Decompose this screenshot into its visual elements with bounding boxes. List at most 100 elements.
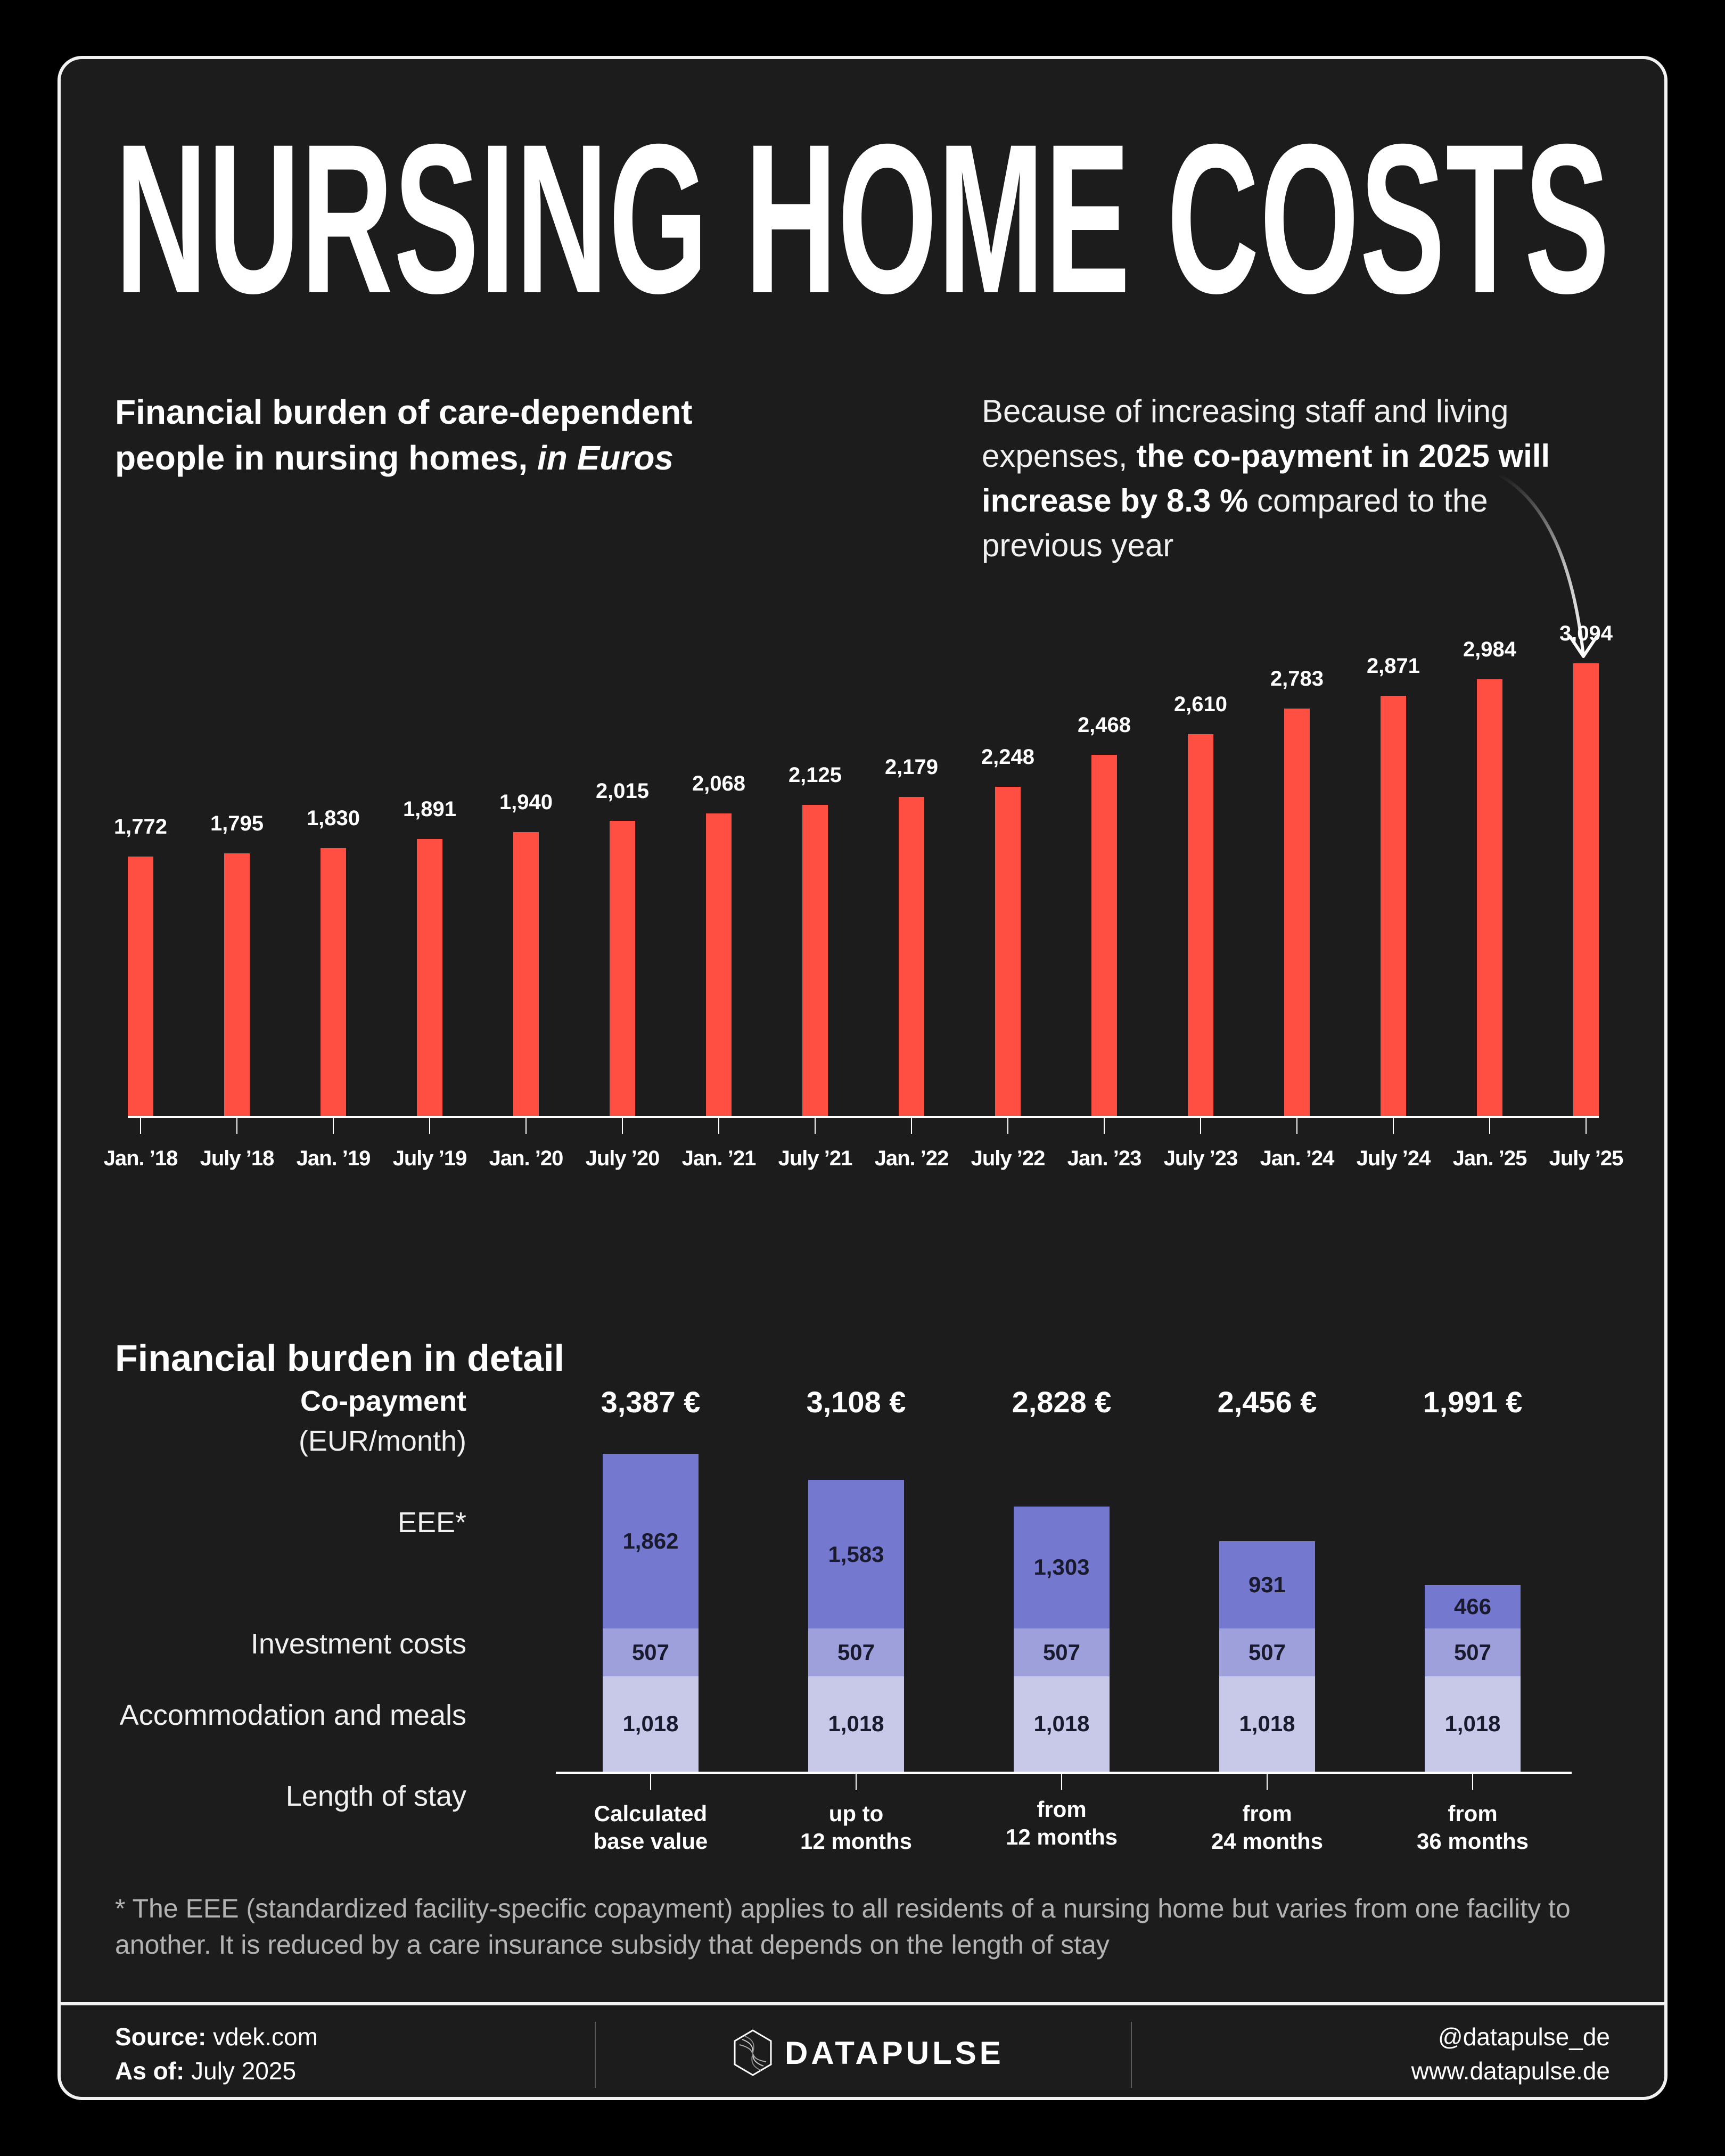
chart-bar [128,857,153,1116]
segment-eee: 1,583 [808,1480,904,1629]
segment-eee: 931 [1219,1541,1315,1629]
stay-line1: up to [828,1801,884,1826]
bar-value-label: 2,468 [1077,713,1131,737]
x-axis-tick [1393,1118,1394,1134]
stay-line2: 36 months [1416,1829,1529,1854]
subtitle-line1: Financial burden of care-dependent [115,393,693,431]
footer-divider [61,2002,1664,2005]
x-axis-label: July ’19 [392,1147,467,1170]
length-of-stay-label: from 24 months [1182,1800,1352,1855]
annotation-part1: Because of increasing staff and living e… [982,393,1509,474]
x-axis-tick [333,1118,334,1134]
segment-accommodation: 1,018 [808,1676,904,1772]
hexagon-swirl-logo-icon [734,2029,772,2076]
segment-eee: 1,862 [603,1454,699,1629]
stay-line2: base value [593,1829,708,1854]
length-of-stay-label: from 36 months [1387,1800,1558,1855]
infographic-card: NURSING HOME COSTS Financial burden of c… [58,56,1668,2100]
footer-divider-left [595,2022,596,2088]
stay-axis-tick [1472,1774,1473,1790]
detail-heading: Financial burden in detail [115,1337,564,1379]
bar-value-label: 1,772 [113,815,168,839]
x-axis-label: July ’21 [778,1147,853,1170]
bar-value-label: 2,068 [692,771,746,795]
segment-accommodation: 1,018 [603,1676,699,1772]
website-link[interactable]: www.datapulse.de [1411,2057,1610,2085]
x-axis-tick [911,1118,912,1134]
x-axis-tick [718,1118,719,1134]
x-axis-label: Jan. ’19 [296,1147,371,1170]
x-axis-label: Jan. ’25 [1452,1147,1527,1170]
chart-bar [802,805,828,1116]
column-total: 3,387 € [601,1385,701,1419]
source-label: Source: [115,2023,207,2051]
chart-bar [706,813,732,1116]
chart-bar [995,787,1021,1116]
chart-bar [1091,754,1117,1116]
x-axis-label: Jan. ’22 [874,1147,949,1170]
annotation-part2: compared to the previous year [982,483,1488,563]
stay-axis-tick [1061,1774,1062,1790]
chart-bar [321,848,346,1116]
chart-bar [1188,734,1213,1116]
stay-line2: 24 months [1211,1829,1324,1854]
segment-accommodation: 1,018 [1219,1676,1315,1772]
brand-name: DATAPULSE [785,2035,1004,2071]
bar-value-label: 2,248 [981,745,1035,769]
chart-bar [899,797,924,1116]
stay-axis-tick [1267,1774,1268,1790]
row-label-length-of-stay: Length of stay [285,1780,466,1812]
x-axis-tick [429,1118,430,1134]
bar-chart: 1,772 Jan. ’18 1,795 July ’18 1,830 Jan. ’19 1… [61,59,1664,1283]
x-axis-tick [525,1118,527,1134]
row-label-investment: Investment costs [250,1628,466,1660]
x-axis-label: July ’20 [585,1147,660,1170]
chart-bar [1477,679,1502,1116]
x-axis-label: Jan. ’21 [681,1147,757,1170]
chart-bar [224,853,250,1116]
footer-contact: @datapulse_de www.datapulse.de [1411,2020,1610,2088]
stay-line1: from [1037,1797,1087,1822]
chart-bar [1284,709,1310,1116]
row-label-eee: EEE* [397,1507,466,1538]
bar-value-label: 2,125 [788,763,842,787]
row-label-copayment-unit: (EUR/month) [298,1425,466,1457]
bar-value-label: 2,984 [1463,638,1517,662]
chart-bar [1381,696,1406,1116]
stay-line2: 12 months [1005,1824,1118,1849]
bar-value-label: 2,610 [1173,692,1228,716]
x-axis-tick [236,1118,237,1134]
bar-value-label: 2,871 [1366,654,1420,678]
x-axis-tick [1586,1118,1587,1134]
column-total: 3,108 € [806,1385,906,1419]
row-label-accommodation: Accommodation and meals [119,1699,466,1731]
stay-axis-tick [856,1774,857,1790]
x-axis-label: Jan. ’24 [1260,1147,1335,1170]
x-axis-label: July ’18 [200,1147,275,1170]
bar-value-label: 3,094 [1559,622,1613,645]
segment-investment: 507 [1219,1628,1315,1676]
x-axis-tick [622,1118,623,1134]
segment-investment: 507 [1014,1628,1110,1676]
bar-value-label: 2,179 [884,755,939,779]
chart-bar [417,839,442,1116]
curved-arrow-icon [1497,473,1598,658]
x-axis-tick [1104,1118,1105,1134]
x-axis-tick [1200,1118,1201,1134]
x-axis-line [128,1116,1599,1118]
footer-source: Source: vdek.com As of: July 2025 [115,2020,318,2088]
chart-bar [513,832,539,1116]
brand-logo: DATAPULSE [732,2029,1004,2077]
bar-value-label: 1,795 [210,811,264,835]
bar-value-label: 2,783 [1270,667,1324,691]
footer-divider-right [1131,2022,1132,2088]
social-handle[interactable]: @datapulse_de [1438,2023,1610,2051]
x-axis-tick [815,1118,816,1134]
bar-value-label: 1,940 [499,791,553,814]
x-axis-label: July ’24 [1356,1147,1431,1170]
annotation-text: Because of increasing staff and living e… [982,389,1567,568]
x-axis-tick [1489,1118,1490,1134]
segment-investment: 507 [603,1628,699,1676]
footnote: * The EEE (standardized facility-specifi… [115,1894,1571,1960]
annotation-highlight: the co-payment in 2025 will increase by … [982,438,1550,519]
